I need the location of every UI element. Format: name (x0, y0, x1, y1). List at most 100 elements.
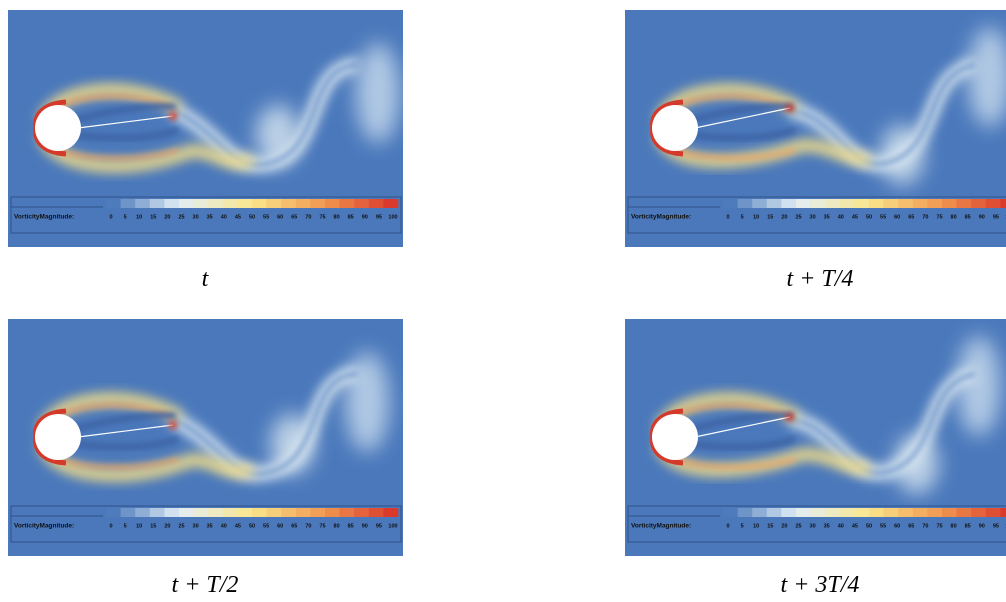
colorbar-step (796, 508, 811, 517)
colorbar-step (281, 508, 297, 517)
colorbar-step (179, 199, 194, 208)
colorbar-tick: 15 (150, 214, 156, 220)
colorbar-tick: 100 (388, 214, 397, 220)
colorbar-tick: 20 (781, 214, 787, 220)
colorbar-tick: 60 (894, 214, 900, 220)
colorbar-step (266, 199, 282, 208)
inner-wake (686, 436, 796, 451)
colorbar-step (810, 199, 826, 208)
colorbar-step (383, 508, 399, 517)
colorbar-tick: 0 (726, 214, 729, 220)
colorbar-step (971, 508, 987, 517)
colorbar-step (149, 508, 165, 517)
colorbar-step (208, 199, 224, 208)
colorbar-step (781, 508, 797, 517)
inner-wake (686, 127, 796, 142)
colorbar-tick: 40 (838, 214, 844, 220)
colorbar-tick: 75 (936, 214, 942, 220)
hot-spot (169, 112, 177, 120)
colorbar-tick: 35 (824, 523, 830, 529)
colorbar-tick: 100 (388, 523, 397, 529)
tail (77, 115, 174, 129)
flow-image: VorticityMagnitude: 0 5 10 15 20 25 30 35 40 45 50 5… (8, 10, 403, 247)
colorbar-tick: 35 (824, 214, 830, 220)
colorbar-step (368, 199, 384, 208)
colorbar-tick: 90 (362, 214, 368, 220)
colorbar-step (208, 508, 224, 517)
colorbar-step (339, 199, 355, 208)
wake (172, 372, 359, 476)
colorbar-tick: 50 (249, 214, 255, 220)
colorbar-tick: 30 (193, 214, 199, 220)
colorbar-tick: 15 (150, 523, 156, 529)
colorbar-tick: 95 (376, 214, 382, 220)
colorbar-tick: 40 (221, 523, 227, 529)
colorbar-step (295, 508, 311, 517)
cylinder (652, 105, 698, 151)
colorbar-tick: 80 (334, 214, 340, 220)
colorbar-step (222, 199, 238, 208)
colorbar-step (281, 199, 297, 208)
flow-image: VorticityMagnitude: 0 5 10 15 20 25 30 35 40 45 50 5… (625, 10, 1006, 247)
inner-wake (69, 127, 179, 142)
colorbar-tick: 15 (767, 214, 773, 220)
colorbar-label: VorticityMagnitude: (631, 214, 691, 221)
colorbar-tick: 90 (362, 523, 368, 529)
colorbar-tick: 25 (795, 214, 801, 220)
colorbar-step (810, 508, 826, 517)
panel: VorticityMagnitude: 0 5 10 15 20 25 30 35 40 45 50 5… (625, 10, 1006, 247)
colorbar-tick: 30 (810, 523, 816, 529)
colorbar-tick: 50 (866, 214, 872, 220)
colorbar-tick: 60 (277, 523, 283, 529)
colorbar-tick: 45 (235, 214, 241, 220)
vortex (967, 27, 1006, 127)
colorbar-tick: 35 (207, 523, 213, 529)
colorbar-step (825, 199, 841, 208)
inner-wake (686, 412, 794, 434)
colorbar-tick: 40 (221, 214, 227, 220)
colorbar-step (383, 199, 399, 208)
colorbar-tick: 85 (965, 214, 971, 220)
colorbar-tick: 70 (922, 214, 928, 220)
colorbar-tick: 0 (109, 214, 112, 220)
tail (77, 424, 174, 438)
colorbar-step (883, 199, 899, 208)
colorbar-tick: 70 (305, 523, 311, 529)
colorbar-step (956, 199, 972, 208)
colorbar-step (164, 199, 180, 208)
colorbar-step (971, 199, 987, 208)
colorbar-tick: 70 (922, 523, 928, 529)
colorbar-tick: 90 (979, 214, 985, 220)
inner-wake (69, 436, 179, 451)
colorbar-tick: 85 (965, 523, 971, 529)
colorbar-step (854, 508, 870, 517)
colorbar-tick: 15 (767, 523, 773, 529)
colorbar-step (912, 508, 928, 517)
colorbar-frame (10, 505, 402, 543)
caption: t + 3T/4 (780, 572, 860, 598)
colorbar-step (354, 199, 370, 208)
colorbar-tick: 75 (319, 214, 325, 220)
colorbar-step (106, 508, 121, 517)
cylinder (35, 105, 81, 151)
cylinder (35, 414, 81, 460)
colorbar-step (339, 508, 355, 517)
colorbar-step (149, 199, 165, 208)
colorbar-step (737, 199, 753, 208)
colorbar-tick: 40 (838, 523, 844, 529)
colorbar-tick: 85 (348, 523, 354, 529)
colorbar-tick: 55 (880, 214, 886, 220)
colorbar-tick: 0 (726, 523, 729, 529)
colorbar-tick: 50 (249, 523, 255, 529)
caption: t (201, 266, 209, 292)
hot-spot (169, 421, 177, 429)
wake (172, 63, 359, 167)
colorbar-tick: 0 (109, 523, 112, 529)
colorbar-tick: 5 (741, 523, 744, 529)
colorbar-step (869, 508, 884, 517)
colorbar-step (825, 508, 841, 517)
colorbar-label: VorticityMagnitude: (14, 214, 74, 221)
colorbar-step (179, 508, 194, 517)
tail (694, 107, 791, 129)
colorbar-step (985, 199, 1001, 208)
